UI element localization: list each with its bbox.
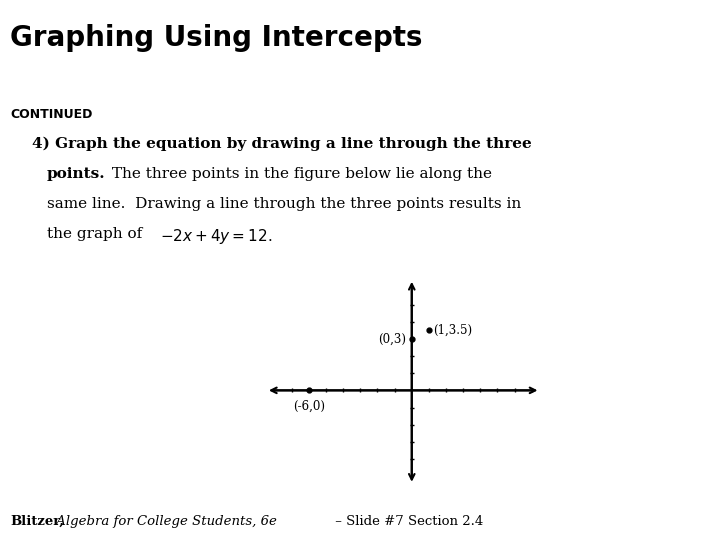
Text: same line.  Drawing a line through the three points results in: same line. Drawing a line through the th… bbox=[47, 197, 521, 211]
Text: – Slide #7 Section 2.4: – Slide #7 Section 2.4 bbox=[331, 515, 483, 528]
Text: Blitzer,: Blitzer, bbox=[10, 515, 64, 528]
Text: CONTINUED: CONTINUED bbox=[10, 108, 92, 121]
Text: points.: points. bbox=[47, 167, 105, 181]
Text: $-2x+4y=12$.: $-2x+4y=12$. bbox=[160, 227, 272, 246]
Text: (1,3.5): (1,3.5) bbox=[433, 324, 472, 337]
Text: the graph of: the graph of bbox=[47, 227, 152, 241]
Text: (0,3): (0,3) bbox=[378, 333, 406, 346]
Text: The three points in the figure below lie along the: The three points in the figure below lie… bbox=[107, 167, 492, 181]
Text: (-6,0): (-6,0) bbox=[293, 400, 325, 413]
Text: Graphing Using Intercepts: Graphing Using Intercepts bbox=[10, 24, 423, 52]
Text: Algebra for College Students, 6e: Algebra for College Students, 6e bbox=[52, 515, 276, 528]
Text: 4) Graph the equation by drawing a line through the three: 4) Graph the equation by drawing a line … bbox=[32, 137, 532, 151]
